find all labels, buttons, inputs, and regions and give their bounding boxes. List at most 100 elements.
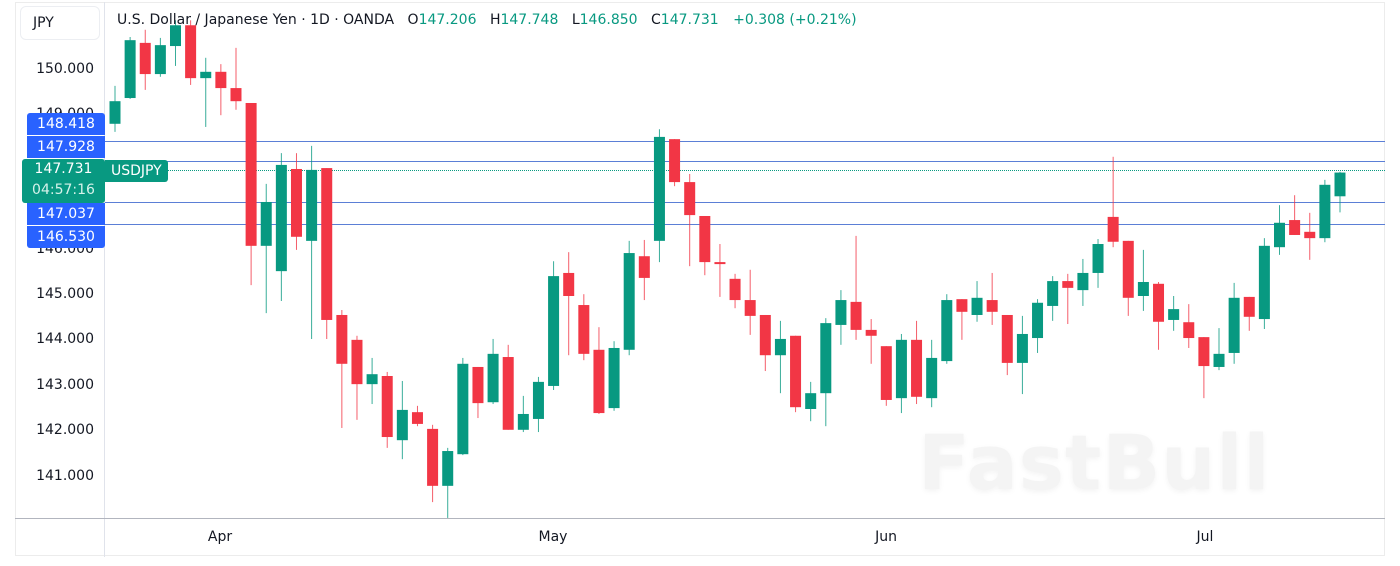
candle-down[interactable] (472, 366, 484, 404)
candle-up[interactable] (1077, 272, 1089, 291)
candle-down[interactable] (1122, 240, 1134, 298)
candle-up[interactable] (260, 201, 272, 246)
candle-up[interactable] (1274, 222, 1286, 248)
candle-down[interactable] (1062, 281, 1074, 288)
candle-down[interactable] (1153, 283, 1165, 322)
candle-down[interactable] (563, 272, 575, 296)
axis-corner-divider (104, 519, 105, 557)
current-price: 147.731 (34, 161, 93, 177)
candle-up[interactable] (548, 276, 560, 386)
candle-down[interactable] (911, 339, 923, 397)
candle-up[interactable] (124, 40, 136, 99)
candle-up[interactable] (926, 357, 938, 399)
candle-up[interactable] (200, 71, 212, 79)
candle-up[interactable] (820, 323, 832, 394)
candle-down[interactable] (880, 346, 892, 400)
candle-down[interactable] (759, 314, 771, 356)
price-tick: 143.000 (36, 377, 94, 393)
candle-down[interactable] (1198, 337, 1210, 367)
candle-down[interactable] (714, 262, 726, 265)
candle-down[interactable] (502, 357, 514, 430)
candle-up[interactable] (1258, 245, 1270, 320)
candle-up[interactable] (442, 451, 454, 486)
candle-up[interactable] (306, 169, 318, 241)
price-tick: 144.000 (36, 331, 94, 347)
candle-up[interactable] (517, 413, 529, 430)
candle-up[interactable] (1137, 281, 1149, 296)
candle-down[interactable] (1107, 216, 1119, 242)
candle-down[interactable] (956, 299, 968, 312)
level-label[interactable]: 147.037 (27, 203, 105, 225)
candle-down[interactable] (1183, 322, 1195, 339)
level-label[interactable]: 148.418 (27, 113, 105, 135)
candle-down[interactable] (1304, 231, 1316, 239)
candle-down[interactable] (638, 256, 650, 278)
candle-up[interactable] (275, 164, 287, 272)
candle-up[interactable] (1213, 353, 1225, 367)
candle-down[interactable] (790, 335, 802, 408)
candle-down[interactable] (1289, 220, 1301, 235)
candle-up[interactable] (895, 339, 907, 399)
close-value: 147.731 (660, 12, 719, 28)
candle-up[interactable] (169, 25, 181, 47)
candle-down[interactable] (684, 182, 696, 216)
candle-down[interactable] (321, 168, 333, 320)
candle-up[interactable] (623, 253, 635, 350)
price-axis[interactable] (15, 2, 105, 518)
candle-up[interactable] (1047, 281, 1059, 306)
candle-up[interactable] (487, 353, 499, 403)
candle-up[interactable] (805, 393, 817, 409)
level-line[interactable] (105, 161, 1385, 162)
candle-down[interactable] (593, 349, 605, 414)
candle-up[interactable] (1334, 172, 1346, 197)
candle-up[interactable] (1228, 297, 1240, 353)
candle-down[interactable] (427, 428, 439, 486)
candle-down[interactable] (245, 102, 257, 246)
candle-down[interactable] (578, 305, 590, 354)
candle-up[interactable] (457, 363, 469, 455)
candle-up[interactable] (653, 136, 665, 241)
candle-down[interactable] (729, 278, 741, 301)
candle-up[interactable] (154, 45, 166, 75)
candle-up[interactable] (835, 300, 847, 325)
level-line[interactable] (105, 202, 1385, 203)
candle-up[interactable] (1092, 244, 1104, 273)
candle-up[interactable] (1016, 333, 1028, 363)
level-line[interactable] (105, 141, 1385, 142)
candle-up[interactable] (608, 347, 620, 409)
candle-down[interactable] (336, 314, 348, 364)
time-axis[interactable]: Apr May Jun Jul (15, 518, 1385, 557)
candle-down[interactable] (1243, 296, 1255, 317)
price-tick: 150.000 (36, 61, 94, 77)
candle-down[interactable] (669, 139, 681, 183)
candle-down[interactable] (986, 300, 998, 312)
candle-up[interactable] (1319, 184, 1331, 239)
level-label[interactable]: 146.530 (27, 226, 105, 248)
level-line[interactable] (105, 224, 1385, 225)
candlestick-series[interactable] (0, 0, 1400, 520)
candle-down[interactable] (185, 25, 197, 79)
candle-down[interactable] (699, 215, 711, 263)
candle-down[interactable] (215, 71, 227, 89)
candle-up[interactable] (1168, 309, 1180, 320)
candle-down[interactable] (744, 300, 756, 316)
candle-up[interactable] (971, 297, 983, 315)
candle-down[interactable] (850, 301, 862, 330)
candle-down[interactable] (1001, 314, 1013, 363)
candle-down[interactable] (865, 329, 877, 336)
candle-up[interactable] (109, 101, 121, 124)
candle-up[interactable] (941, 300, 953, 362)
candle-down[interactable] (411, 412, 423, 424)
candle-up[interactable] (1032, 302, 1044, 339)
currency-button[interactable]: JPY (20, 6, 100, 40)
candle-down[interactable] (139, 42, 151, 75)
candle-up[interactable] (774, 338, 786, 356)
candle-down[interactable] (351, 339, 363, 385)
candle-down[interactable] (381, 376, 393, 438)
candle-up[interactable] (532, 381, 544, 419)
candle-down[interactable] (290, 168, 302, 237)
candle-up[interactable] (396, 409, 408, 441)
candle-up[interactable] (366, 374, 378, 385)
level-label[interactable]: 147.928 (27, 136, 105, 158)
candle-down[interactable] (230, 88, 242, 102)
